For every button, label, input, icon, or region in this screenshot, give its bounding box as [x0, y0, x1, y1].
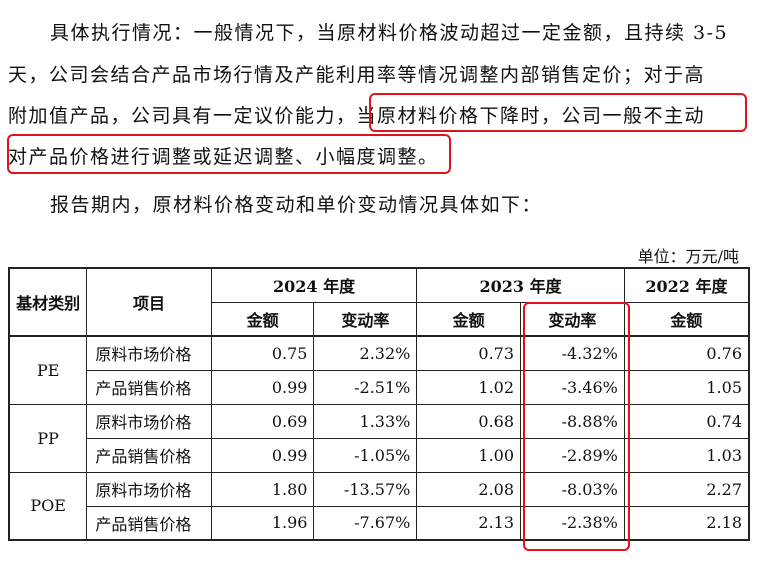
change-2024-cell: -7.67%	[313, 505, 418, 541]
paragraph-line-1: 具体执行情况：一般情况下，当原材料价格波动超过一定金额，且持续 3-5	[50, 22, 729, 44]
amount-2023-cell: 1.00	[416, 437, 522, 473]
change-2024-cell: 1.33%	[313, 403, 418, 439]
amount-2022-cell: 2.18	[623, 505, 750, 541]
amount-2023-cell: 0.73	[416, 335, 522, 371]
paragraph-line-4: 对产品价格进行调整或延迟调整、小幅度调整。	[8, 146, 439, 168]
highlight-box-sentence-part-2	[7, 134, 451, 174]
paragraph-line-2: 天，公司会结合产品市场行情及产能利用率等情况调整内部销售定价；对于高	[8, 64, 706, 86]
paragraph-line-5: 报告期内，原材料价格变动和单价变动情况具体如下：	[50, 194, 543, 216]
header-2023-amount: 金额	[416, 301, 522, 337]
unit-label: 单位：万元/吨	[637, 247, 739, 266]
change-2023-cell: -2.89%	[520, 437, 625, 473]
amount-2024-cell: 0.75	[210, 335, 315, 371]
item-cell: 原料市场价格	[86, 403, 212, 439]
header-category: 基材类别	[8, 267, 88, 337]
header-2024-amount: 金额	[210, 301, 315, 337]
item-cell: 产品销售价格	[86, 505, 212, 541]
amount-2022-cell: 0.76	[623, 335, 750, 371]
highlight-box-sentence-part-1	[369, 93, 747, 132]
item-cell: 产品销售价格	[86, 437, 212, 473]
amount-2022-cell: 2.27	[623, 471, 750, 507]
item-cell: 产品销售价格	[86, 369, 212, 405]
amount-2024-cell: 0.99	[210, 437, 315, 473]
table-row: POE 原料市场价格 1.80 -13.57% 2.08 -8.03% 2.27	[8, 471, 750, 541]
paragraph-line-3-start: 附加值产品，公司具有一定议价能力，	[8, 105, 357, 127]
item-cell: 原料市场价格	[86, 335, 212, 371]
table-row: 产品销售价格 0.99 -1.05% 1.00 -2.89% 1.03	[9, 437, 750, 473]
change-2023-cell: -2.38%	[520, 505, 625, 541]
header-item: 项目	[86, 267, 212, 337]
header-2024-change: 变动率	[313, 301, 418, 337]
category-cell: PE	[8, 335, 88, 405]
category-cell: POE	[8, 471, 88, 541]
price-change-table: 基材类别 项目 2024 年度 2023 年度 2022 年度 金额 变动率 金…	[8, 267, 750, 541]
paragraph-line-3-highlight: 当原材料价格下降时，公司一般不主动	[356, 105, 706, 127]
table-row: PP 原料市场价格 0.69 1.33% 0.68 -8.88% 0.74	[8, 403, 750, 473]
paragraph-line-3: 附加值产品，公司具有一定议价能力，当原材料价格下降时，公司一般不主动	[8, 101, 705, 128]
header-2024: 2024 年度	[210, 267, 418, 303]
header-2023: 2023 年度	[416, 267, 625, 303]
change-2023-cell: -3.46%	[520, 369, 625, 405]
change-2023-cell: -8.03%	[520, 471, 625, 507]
amount-2022-cell: 1.03	[623, 437, 750, 473]
table-row: 产品销售价格 1.96 -7.67% 2.13 -2.38% 2.18	[9, 505, 750, 541]
category-cell: PP	[8, 403, 88, 473]
amount-2024-cell: 1.80	[210, 471, 315, 507]
highlight-box-2023-change-column	[523, 302, 630, 551]
amount-2023-cell: 2.08	[416, 471, 522, 507]
item-cell: 原料市场价格	[86, 471, 212, 507]
change-2023-cell: -4.32%	[520, 335, 625, 371]
table-row: 产品销售价格 0.99 -2.51% 1.02 -3.46% 1.05	[9, 369, 750, 405]
amount-2024-cell: 0.99	[210, 369, 315, 405]
amount-2023-cell: 2.13	[416, 505, 522, 541]
change-2024-cell: -2.51%	[313, 369, 418, 405]
amount-2022-cell: 0.74	[623, 403, 750, 439]
amount-2024-cell: 0.69	[210, 403, 315, 439]
table-row: PE 原料市场价格 0.75 2.32% 0.73 -4.32% 0.76	[8, 335, 750, 405]
change-2024-cell: -13.57%	[313, 471, 418, 507]
header-2022-amount: 金额	[623, 301, 750, 337]
change-2024-cell: -1.05%	[313, 437, 418, 473]
amount-2022-cell: 1.05	[623, 369, 750, 405]
amount-2023-cell: 0.68	[416, 403, 522, 439]
change-2024-cell: 2.32%	[313, 335, 418, 371]
header-2022: 2022 年度	[623, 267, 750, 303]
amount-2024-cell: 1.96	[210, 505, 315, 541]
amount-2023-cell: 1.02	[416, 369, 522, 405]
change-2023-cell: -8.88%	[520, 403, 625, 439]
